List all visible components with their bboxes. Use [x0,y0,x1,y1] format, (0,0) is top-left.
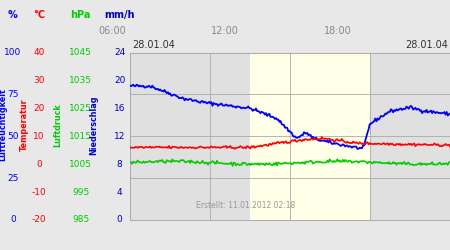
Text: 1025: 1025 [69,104,92,113]
Text: 25: 25 [7,174,19,182]
Text: 0: 0 [117,216,122,224]
Text: 995: 995 [72,188,89,196]
Bar [250,52,370,220]
Text: hPa: hPa [70,10,91,20]
Text: 4: 4 [117,188,122,196]
Text: 8: 8 [117,160,122,169]
Text: 50: 50 [7,132,19,141]
Text: Niederschlag: Niederschlag [89,95,98,155]
Text: 10: 10 [33,132,45,141]
Text: -10: -10 [32,188,46,196]
Text: Luftfeuchtigkeit: Luftfeuchtigkeit [0,89,8,162]
Text: 0: 0 [36,160,42,169]
Text: 20: 20 [114,76,125,85]
Text: °C: °C [33,10,45,20]
Text: 0: 0 [10,216,16,224]
Text: 100: 100 [4,48,22,57]
Text: Luftdruck: Luftdruck [54,103,63,147]
Text: %: % [8,10,18,20]
Text: 20: 20 [33,104,45,113]
Bar [130,52,250,220]
Text: 12: 12 [114,132,125,141]
Text: 40: 40 [33,48,45,57]
Text: 985: 985 [72,216,89,224]
Bar [370,52,450,220]
Text: Erstellt: 11.01.2012 02:18: Erstellt: 11.01.2012 02:18 [196,201,295,210]
Text: 1005: 1005 [69,160,92,169]
Text: 24: 24 [114,48,125,57]
Text: -20: -20 [32,216,46,224]
Text: 30: 30 [33,76,45,85]
Text: 1015: 1015 [69,132,92,141]
Text: 12:00: 12:00 [211,26,239,36]
Text: 75: 75 [7,90,19,99]
Text: 28.01.04: 28.01.04 [132,40,175,50]
Text: Temperatur: Temperatur [19,99,28,151]
Text: 28.01.04: 28.01.04 [405,40,448,50]
Text: 18:00: 18:00 [324,26,351,36]
Text: 1045: 1045 [69,48,92,57]
Text: mm/h: mm/h [104,10,135,20]
Text: 1035: 1035 [69,76,92,85]
Text: 16: 16 [114,104,126,113]
Text: 06:00: 06:00 [99,26,126,36]
